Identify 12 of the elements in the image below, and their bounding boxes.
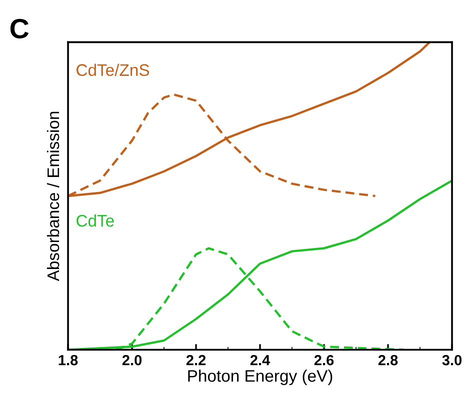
text: CdTe xyxy=(76,214,114,227)
chart-title: C xyxy=(10,18,29,38)
x-tick-label: 3.0 xyxy=(442,354,462,366)
x-tick-label: 2.2 xyxy=(186,354,206,366)
x-tick-label: 2.0 xyxy=(122,354,142,366)
x-tick-label: 2.8 xyxy=(378,354,398,366)
y-axis-title: Absorbance / Emission xyxy=(46,112,60,282)
x-tick-label: 1.8 xyxy=(58,354,78,366)
text: CdTe/ZnS xyxy=(76,64,150,76)
x-tick-label: 2.4 xyxy=(250,354,270,366)
x-axis-title: Photon Energy (eV) xyxy=(188,370,332,386)
x-tick-label: 2.6 xyxy=(314,354,334,366)
